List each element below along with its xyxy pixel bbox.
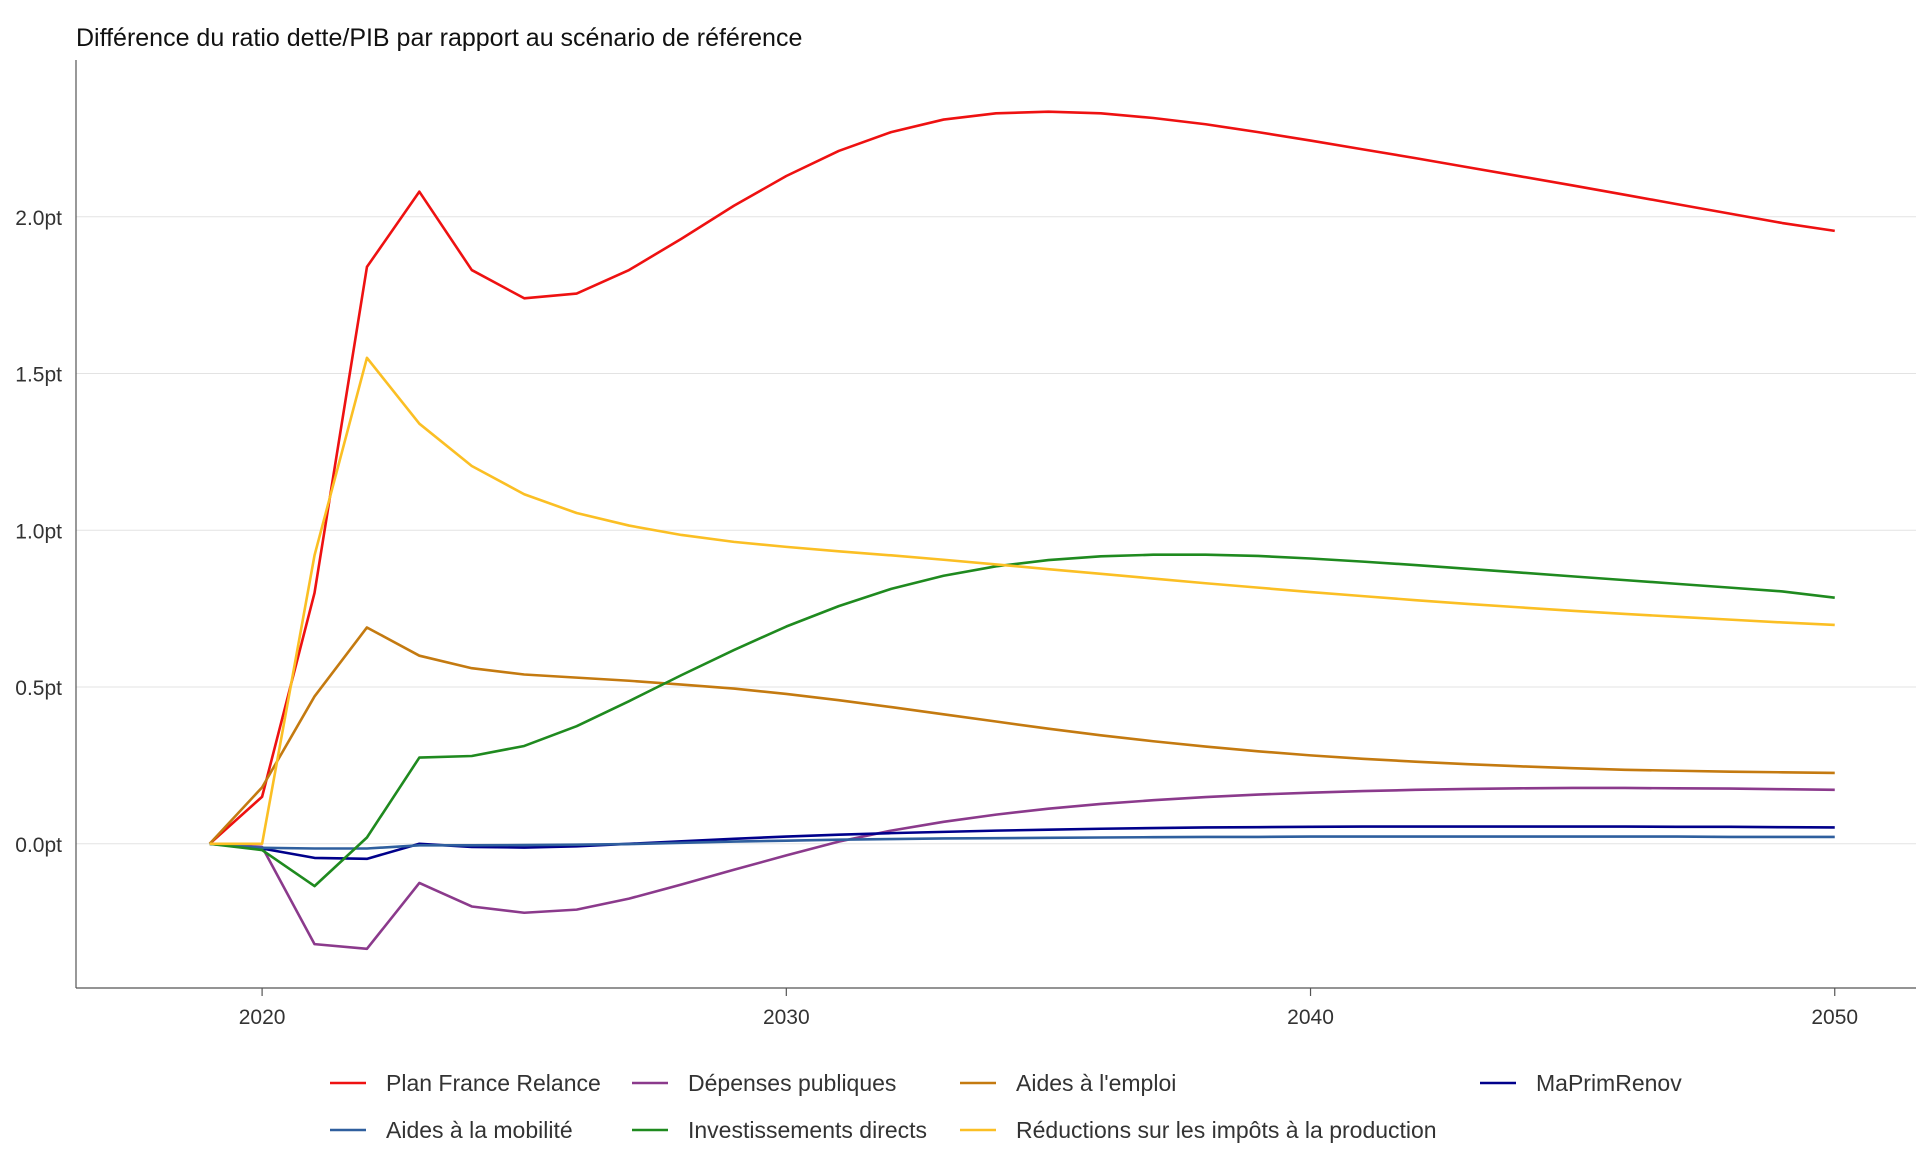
gridlines: [76, 216, 1916, 845]
y-tick-label: 0.5pt: [15, 677, 62, 700]
legend-label: Réductions sur les impôts à la productio…: [1016, 1117, 1437, 1143]
legend-label: Plan France Relance: [386, 1070, 601, 1096]
x-tick-label: 2030: [763, 1006, 810, 1029]
chart-title: Différence du ratio dette/PIB par rappor…: [76, 24, 802, 52]
series-line-0: [208, 110, 1835, 845]
legend-label: Investissements directs: [688, 1117, 927, 1143]
y-tick-label: 1.0pt: [15, 520, 62, 543]
axes: 0.0pt 0.5pt 1.0pt 1.5pt 2.0pt 2020 2030 2040 205…: [15, 60, 1916, 1029]
x-tick-label: 2020: [239, 1006, 286, 1029]
legend-label: Dépenses publiques: [688, 1070, 896, 1096]
x-tick-label: 2040: [1287, 1006, 1334, 1029]
y-tick-label: 1.5pt: [15, 364, 62, 387]
series-line-5: [209, 553, 1835, 888]
y-tick-label: 2.0pt: [15, 207, 62, 230]
series-line-4: [209, 835, 1835, 850]
series-line-3: [209, 825, 1835, 861]
series-line-1: [209, 786, 1835, 951]
series-lines: [208, 110, 1835, 951]
legend: Plan France Relance Dépenses publiques Aid…: [330, 1070, 1682, 1143]
legend-label: Aides à l'emploi: [1016, 1070, 1176, 1096]
legend-label: Aides à la mobilité: [386, 1117, 573, 1143]
series-line-2: [208, 626, 1835, 845]
series-line-6: [209, 356, 1835, 846]
x-tick-label: 2050: [1811, 1006, 1858, 1029]
y-tick-label: 0.0pt: [15, 834, 62, 857]
legend-label: MaPrimRenov: [1536, 1070, 1682, 1096]
